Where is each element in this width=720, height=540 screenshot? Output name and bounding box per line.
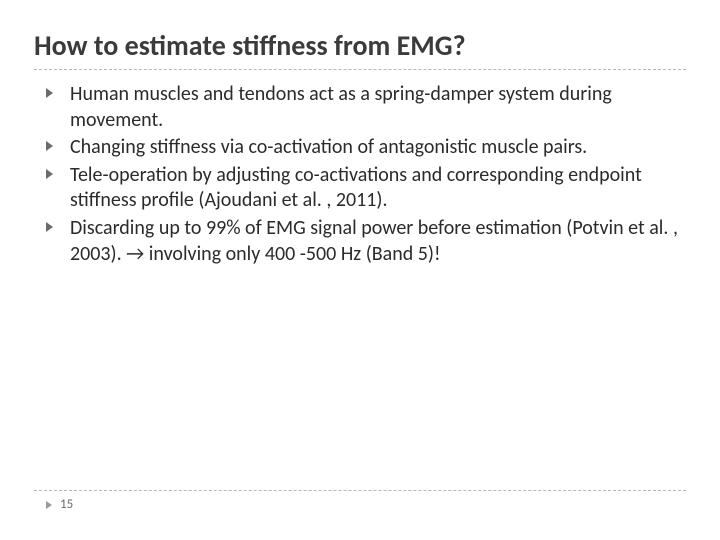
triangle-right-icon (46, 88, 53, 98)
divider-bottom (34, 490, 686, 491)
bullet-text: Changing stiffness via co-activation of … (70, 135, 587, 159)
triangle-right-icon (46, 222, 53, 232)
page-number: 15 (60, 497, 73, 512)
bullet-text: Human muscles and tendons act as a sprin… (70, 82, 612, 132)
slide-footer: 15 (34, 490, 686, 512)
slide: How to estimate stiffness from EMG? Huma… (0, 0, 720, 540)
list-item: Tele-operation by adjusting co-activatio… (46, 163, 686, 214)
bullet-list: Human muscles and tendons act as a sprin… (34, 82, 686, 267)
list-item: Changing stiffness via co-activation of … (46, 135, 686, 161)
triangle-right-icon (46, 501, 52, 509)
bullet-text: Discarding up to 99% of EMG signal power… (70, 216, 678, 266)
bullet-text: Tele-operation by adjusting co-activatio… (70, 163, 642, 213)
list-item: Human muscles and tendons act as a sprin… (46, 82, 686, 133)
list-item: Discarding up to 99% of EMG signal power… (46, 216, 686, 267)
slide-title: How to estimate stiffness from EMG? (34, 28, 686, 63)
page-number-row: 15 (34, 497, 686, 512)
divider-top (34, 69, 686, 70)
triangle-right-icon (46, 141, 53, 151)
triangle-right-icon (46, 169, 53, 179)
